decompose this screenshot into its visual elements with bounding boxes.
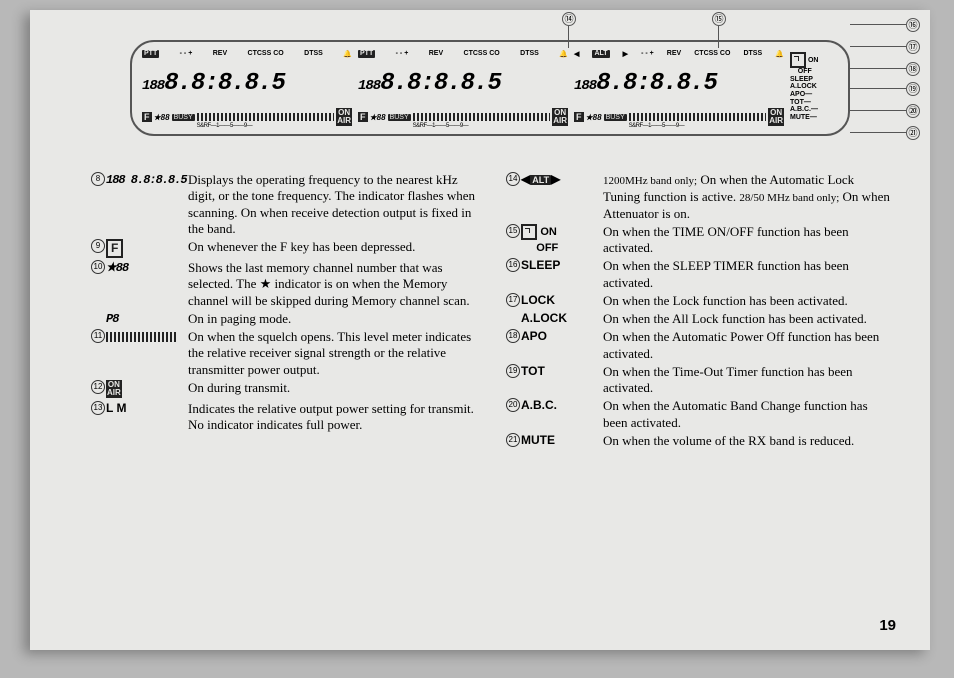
manual-page: ⑭ ⑮ ⑯ ⑰ ⑱ ⑲ ⑳ ㉑ PTT- - +REVC	[30, 10, 930, 650]
legend-entry: 13 L M Indicates the relative output pow…	[90, 401, 475, 434]
content: ⑭ ⑮ ⑯ ⑰ ⑱ ⑲ ⑳ ㉑ PTT- - +REVC	[30, 10, 930, 461]
legend-left: 8 188 8.8:8.8.5 Displays the operating f…	[90, 172, 475, 451]
legend-entry: 10 ★88 Shows the last memory channel num…	[90, 260, 475, 309]
legend-entry: 15 ON OFF On when the TIME ON/OFF functi…	[505, 224, 890, 257]
callouts-right: ⑯ ⑰ ⑱ ⑲ ⑳ ㉑	[848, 12, 920, 172]
page-number: 19	[879, 617, 896, 634]
legend-entry: P8 On in paging mode.	[90, 311, 475, 327]
legend-entry: 8 188 8.8:8.8.5 Displays the operating f…	[90, 172, 475, 237]
lcd-side-labels: ON OFF SLEEP A.LOCK APO— TOT— A.B.C.— MU…	[790, 50, 838, 126]
legend-entry: 11 On when the squelch opens. This level…	[90, 329, 475, 378]
lcd-diagram: ⑭ ⑮ ⑯ ⑰ ⑱ ⑲ ⑳ ㉑ PTT- - +REVC	[130, 40, 850, 136]
lcd-band-1: PTT- - +REVCTCSS CODTSS🔔 1888.8:8.8.5 F★…	[142, 50, 352, 126]
lcd-band-3: ◀ALT▶- - +REVCTCSS CODTSS🔔 1888.8:8.8.5 …	[574, 50, 784, 126]
legend-right: 14 ◀ALT▶ 1200MHz band only; On when the …	[505, 172, 890, 451]
legend-entry: 17 LOCK On when the Lock function has be…	[505, 293, 890, 309]
legend-entry: A.LOCK On when the All Lock function has…	[505, 311, 890, 327]
callouts-top: ⑭ ⑮	[132, 12, 848, 42]
legend-entry: 9 F On whenever the F key has been depre…	[90, 239, 475, 258]
legend-columns: 8 188 8.8:8.8.5 Displays the operating f…	[90, 172, 890, 451]
legend-entry: 18 APO On when the Automatic Power Off f…	[505, 329, 890, 362]
legend-entry: 12 ONAIR On during transmit.	[90, 380, 475, 399]
legend-entry: 21 MUTE On when the volume of the RX ban…	[505, 433, 890, 449]
legend-entry: 20 A.B.C. On when the Automatic Band Cha…	[505, 398, 890, 431]
legend-entry: 19 TOT On when the Time-Out Timer functi…	[505, 364, 890, 397]
legend-entry: 16 SLEEP On when the SLEEP TIMER functio…	[505, 258, 890, 291]
lcd-band-2: PTT- - +REVCTCSS CODTSS🔔 1888.8:8.8.5 F★…	[358, 50, 568, 126]
legend-entry: 14 ◀ALT▶ 1200MHz band only; On when the …	[505, 172, 890, 222]
